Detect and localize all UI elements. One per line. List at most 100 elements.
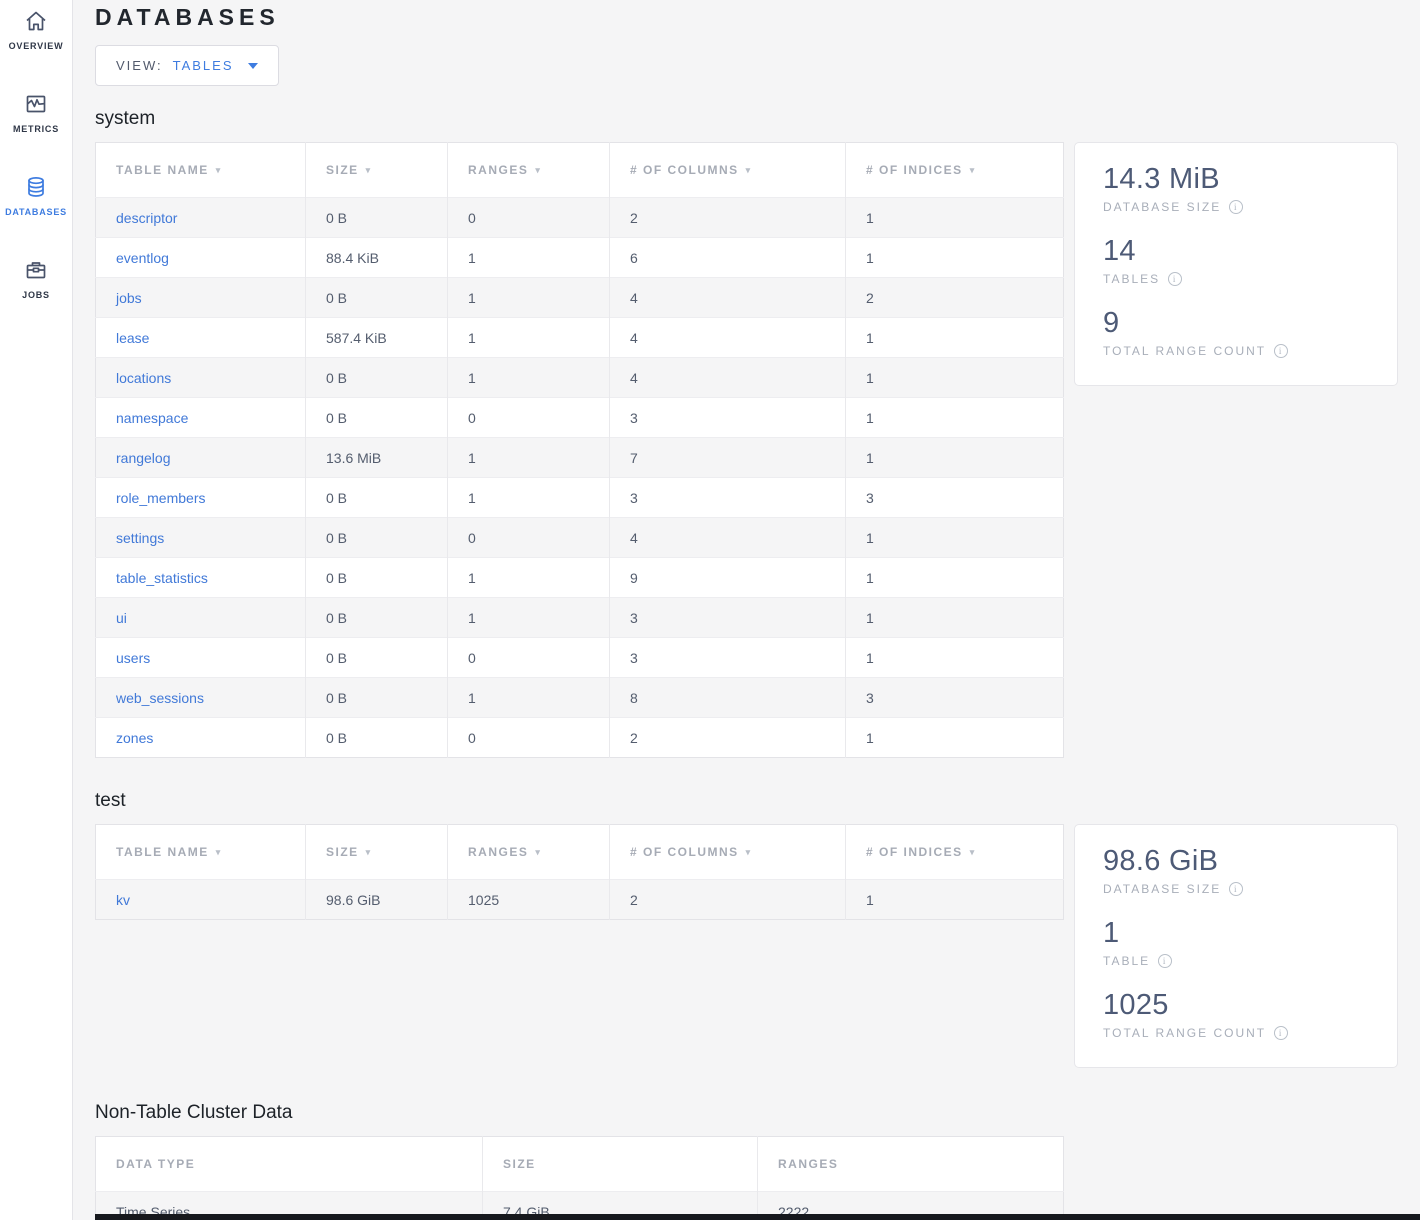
table-cell: 587.4 KiB bbox=[305, 317, 448, 358]
table-name-link[interactable]: users bbox=[116, 649, 151, 666]
table-cell: 1 bbox=[447, 317, 610, 358]
table-cell: 1025 bbox=[447, 879, 610, 920]
table-cell: 0 B bbox=[305, 477, 448, 518]
table-cell: 0 B bbox=[305, 717, 448, 758]
table-name-link[interactable]: settings bbox=[116, 529, 165, 546]
table-name-link[interactable]: role_members bbox=[116, 489, 206, 506]
column-header[interactable]: RANGES bbox=[447, 824, 610, 880]
column-header[interactable]: RANGES bbox=[447, 142, 610, 198]
stat-value: 14 bbox=[1103, 235, 1136, 267]
table-cell: 0 B bbox=[305, 397, 448, 438]
info-icon[interactable] bbox=[1274, 1026, 1289, 1040]
table-cell: 1 bbox=[845, 437, 1064, 478]
view-dropdown-value: TABLES bbox=[172, 58, 234, 73]
info-icon[interactable] bbox=[1229, 200, 1244, 214]
table-cell: 4 bbox=[609, 517, 846, 558]
database-summary-card: 14.3 MiB DATABASE SIZE 14 TABLES 9 TOTAL RANG… bbox=[1074, 142, 1398, 386]
sidebar-item-label: METRICS bbox=[12, 124, 60, 134]
column-header[interactable]: TABLE NAME bbox=[95, 824, 306, 880]
sidebar-item-overview[interactable]: OVERVIEW bbox=[9, 8, 64, 51]
stat-value: 1 bbox=[1103, 917, 1120, 949]
table-name-link[interactable]: kv bbox=[116, 891, 130, 908]
column-header[interactable]: # OF INDICES bbox=[845, 142, 1064, 198]
table-cell: 6 bbox=[609, 237, 846, 278]
sidebar-item-databases[interactable]: DATABASES bbox=[5, 174, 67, 217]
stat-label: TABLE bbox=[1103, 954, 1151, 968]
table-cell: 4 bbox=[609, 357, 846, 398]
sidebar-item-jobs[interactable]: JOBS bbox=[22, 257, 50, 300]
sidebar-item-label: DATABASES bbox=[5, 207, 67, 217]
table-cell: 98.6 GiB bbox=[305, 879, 448, 920]
table-name-link[interactable]: lease bbox=[116, 329, 150, 346]
table-cell: 3 bbox=[609, 637, 846, 678]
tables-table: TABLE NAMESIZERANGES# OF COLUMNS# OF IND… bbox=[95, 824, 1064, 920]
summary-stat: 1025 TOTAL RANGE COUNT bbox=[1103, 989, 1369, 1040]
table-name-link[interactable]: rangelog bbox=[116, 449, 171, 466]
table-cell: 3 bbox=[609, 397, 846, 438]
info-icon[interactable] bbox=[1168, 272, 1183, 286]
table-name-link[interactable]: web_sessions bbox=[116, 689, 204, 706]
database-section-system: TABLE NAMESIZERANGES# OF COLUMNS# OF IND… bbox=[95, 142, 1398, 758]
table-name-link[interactable]: descriptor bbox=[116, 209, 178, 226]
table-cell: 1 bbox=[447, 357, 610, 398]
stat-value: 9 bbox=[1103, 307, 1120, 339]
table-name-link[interactable]: namespace bbox=[116, 409, 189, 426]
table-cell: 3 bbox=[845, 677, 1064, 718]
table-cell: 0 bbox=[447, 517, 610, 558]
info-icon[interactable] bbox=[1229, 882, 1244, 896]
column-header[interactable]: SIZE bbox=[305, 824, 448, 880]
table-name-link[interactable]: zones bbox=[116, 729, 154, 746]
table-row: eventlog 88.4 KiB 1 6 1 bbox=[95, 237, 1064, 278]
table-cell: 1 bbox=[845, 317, 1064, 358]
main-content: DATABASES VIEW: TABLES system TABLE NAME… bbox=[73, 0, 1420, 1220]
table-name-link[interactable]: table_statistics bbox=[116, 569, 208, 586]
summary-stat: 98.6 GiB DATABASE SIZE bbox=[1103, 845, 1369, 896]
table-cell: 1 bbox=[447, 677, 610, 718]
view-dropdown[interactable]: VIEW: TABLES bbox=[95, 45, 279, 86]
table-cell: 13.6 MiB bbox=[305, 437, 448, 478]
column-header[interactable]: # OF COLUMNS bbox=[609, 824, 846, 880]
table-cell: 2 bbox=[609, 879, 846, 920]
table-name-link[interactable]: eventlog bbox=[116, 249, 169, 266]
table-cell: 2 bbox=[609, 717, 846, 758]
table-cell: zones bbox=[95, 717, 306, 758]
table-cell: 2 bbox=[845, 277, 1064, 318]
table-cell: 9 bbox=[609, 557, 846, 598]
column-header[interactable]: SIZE bbox=[305, 142, 448, 198]
non-table-data-table: DATA TYPE SIZE RANGES Time Series 7.4 GiB 222… bbox=[95, 1136, 1064, 1220]
tables-table: TABLE NAMESIZERANGES# OF COLUMNS# OF IND… bbox=[95, 142, 1064, 758]
table-cell: 3 bbox=[609, 597, 846, 638]
table-cell: web_sessions bbox=[95, 677, 306, 718]
sidebar-item-metrics[interactable]: METRICS bbox=[13, 91, 59, 134]
table-cell: 0 B bbox=[305, 357, 448, 398]
bottom-edge-strip bbox=[95, 1214, 1420, 1220]
table-cell: 1 bbox=[845, 717, 1064, 758]
table-name-link[interactable]: ui bbox=[116, 609, 127, 626]
table-cell: 1 bbox=[447, 277, 610, 318]
table-cell: locations bbox=[95, 357, 306, 398]
summary-stat: 14 TABLES bbox=[1103, 235, 1369, 286]
info-icon[interactable] bbox=[1158, 954, 1173, 968]
table-name-link[interactable]: locations bbox=[116, 369, 172, 386]
table-cell: 8 bbox=[609, 677, 846, 718]
table-name-link[interactable]: jobs bbox=[116, 289, 142, 306]
table-cell: 7 bbox=[609, 437, 846, 478]
table-cell: role_members bbox=[95, 477, 306, 518]
column-header[interactable]: # OF COLUMNS bbox=[609, 142, 846, 198]
home-icon bbox=[23, 8, 49, 34]
table-cell: kv bbox=[95, 879, 306, 920]
chevron-down-icon bbox=[247, 62, 258, 69]
sidebar-item-label: JOBS bbox=[22, 290, 50, 300]
table-cell: 3 bbox=[609, 477, 846, 518]
column-header[interactable]: # OF INDICES bbox=[845, 824, 1064, 880]
table-cell: 1 bbox=[845, 597, 1064, 638]
column-header[interactable]: TABLE NAME bbox=[95, 142, 306, 198]
info-icon[interactable] bbox=[1274, 344, 1289, 358]
sidebar: OVERVIEW METRICS DATABASES bbox=[0, 0, 73, 1220]
